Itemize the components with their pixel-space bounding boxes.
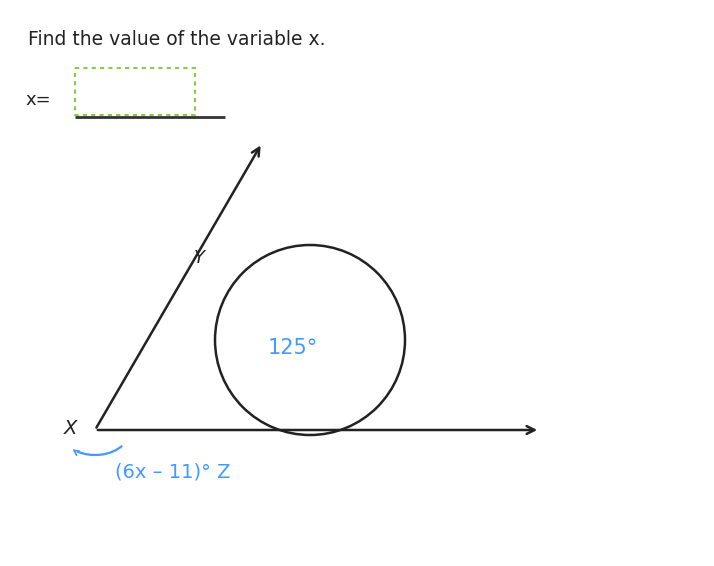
- Text: Find the value of the variable x.: Find the value of the variable x.: [28, 30, 326, 49]
- Text: Y: Y: [194, 249, 205, 267]
- Text: x=: x=: [25, 91, 51, 109]
- Bar: [75, 68, 195, 115]
- Text: (6x – 11)° Z: (6x – 11)° Z: [115, 463, 231, 482]
- Text: X: X: [64, 418, 77, 438]
- Text: 125°: 125°: [268, 338, 318, 358]
